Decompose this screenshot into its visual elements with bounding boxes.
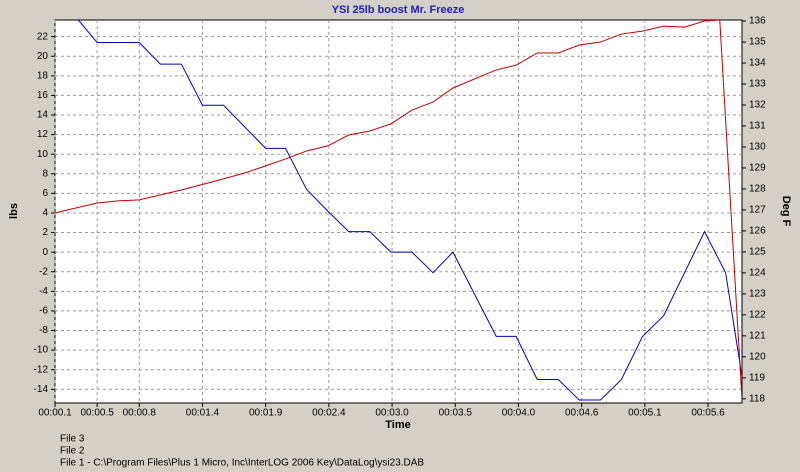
y2-tick-label: 135 <box>749 37 766 48</box>
y-tick-label: 6 <box>42 188 48 199</box>
file-label: File 1 - C:\Program Files\Plus 1 Micro, … <box>60 458 424 469</box>
x-tick-label: 00:01.9 <box>249 408 283 419</box>
plot-area <box>54 19 743 404</box>
y2-axis-label: Deg F <box>780 196 792 227</box>
y2-tick-label: 134 <box>749 58 766 69</box>
y-tick-label: 16 <box>37 90 49 101</box>
x-tick-label: 00:05.6 <box>691 408 725 419</box>
y2-tick-label: 126 <box>749 226 766 237</box>
y2-tick-label: 124 <box>749 268 766 279</box>
y2-tick-label: 122 <box>749 309 766 320</box>
y2-tick-label: 123 <box>749 289 766 300</box>
y-tick-label: 0 <box>42 247 48 258</box>
y2-tick-label: 132 <box>749 100 766 111</box>
y-tick-label: 12 <box>37 129 49 140</box>
file-label: File 2 <box>60 446 85 457</box>
y2-tick-label: 118 <box>749 393 765 404</box>
y-axis-label: lbs <box>8 203 20 219</box>
x-tick-label: 00:03.0 <box>375 408 409 419</box>
y-tick-label: 22 <box>37 31 49 42</box>
y2-tick-label: 136 <box>749 16 766 27</box>
data-line <box>78 20 742 401</box>
y-tick-label: 8 <box>42 168 48 179</box>
chart-title: YSI 25lb boost Mr. Freeze <box>332 4 465 16</box>
y2-tick-label: 120 <box>749 351 766 362</box>
x-tick-label: 00:01.4 <box>186 408 220 419</box>
x-tick-label: 00:00.8 <box>123 408 157 419</box>
y-tick-label: -10 <box>34 345 49 356</box>
x-tick-label: 00:03.5 <box>439 408 473 419</box>
data-line <box>55 20 742 400</box>
y-tick-label: -4 <box>39 286 48 297</box>
y2-tick-label: 128 <box>749 184 766 195</box>
file-label: File 3 <box>60 434 85 445</box>
y2-tick-label: 133 <box>749 79 766 90</box>
y-tick-label: 4 <box>42 208 48 219</box>
x-tick-label: 00:04.0 <box>502 408 536 419</box>
x-tick-label: 00:04.6 <box>565 408 599 419</box>
y-tick-label: 14 <box>37 110 49 121</box>
y-tick-label: 18 <box>37 70 49 81</box>
y-tick-label: -8 <box>39 325 48 336</box>
y-tick-label: -6 <box>39 306 48 317</box>
y-tick-label: -14 <box>34 384 49 395</box>
y2-tick-label: 127 <box>749 205 766 216</box>
y-tick-label: -12 <box>34 364 49 375</box>
y2-tick-label: 125 <box>749 247 766 258</box>
y2-tick-label: 119 <box>749 372 765 383</box>
y2-tick-label: 121 <box>749 330 766 341</box>
y-tick-label: -2 <box>39 266 48 277</box>
x-tick-label: 00:05.1 <box>628 408 662 419</box>
y2-tick-label: 129 <box>749 163 766 174</box>
y-tick-label: 20 <box>37 51 49 62</box>
y2-tick-label: 131 <box>749 121 766 132</box>
x-tick-label: 00:02.4 <box>312 408 346 419</box>
y-tick-label: 2 <box>42 227 48 238</box>
y-tick-label: 10 <box>37 149 49 160</box>
x-axis-label: Time <box>385 419 410 431</box>
y2-tick-label: 130 <box>749 142 766 153</box>
x-tick-label: 00:00.1 <box>38 408 72 419</box>
x-tick-label: 00:00.5 <box>80 408 114 419</box>
